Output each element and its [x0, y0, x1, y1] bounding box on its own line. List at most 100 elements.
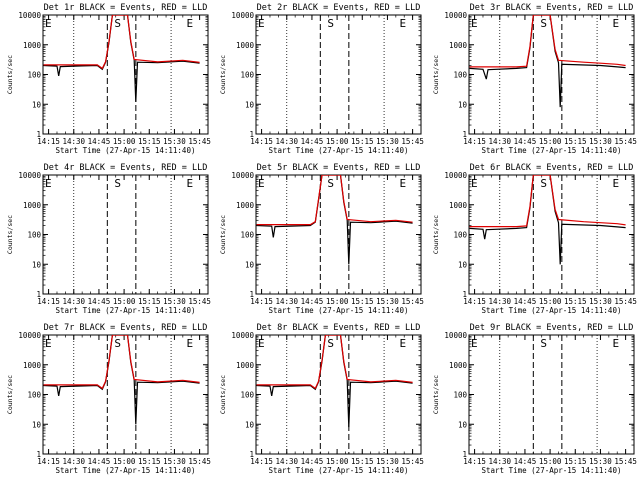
y-tick-label: 10	[32, 420, 42, 429]
y-axis-title: Counts/sec	[432, 375, 440, 414]
detector-panel: Det 2r BLACK = Events, RED = LLD 1 10 100 10…	[219, 3, 424, 155]
y-tick-label: 100	[240, 391, 254, 400]
y-tick-label: 10000	[18, 331, 41, 340]
x-axis-title: Start Time (27-Apr-15 14:11:40)	[269, 466, 409, 475]
y-tick-label: 10000	[18, 171, 41, 180]
x-tick-label: 15:00	[539, 137, 562, 146]
event-marker-label: E	[187, 337, 194, 350]
y-tick-label: 100	[453, 391, 467, 400]
x-tick-label: 15:30	[376, 297, 399, 306]
y-tick-label: 100	[453, 71, 467, 80]
x-tick-label: 15:30	[163, 137, 186, 146]
event-marker-label: E	[187, 17, 194, 30]
y-tick-label: 10000	[231, 171, 254, 180]
plot-frame	[42, 174, 209, 295]
y-tick-label: 10	[458, 100, 468, 109]
x-tick-label: 15:15	[138, 297, 161, 306]
panel-title: Det 6r BLACK = Events, RED = LLD	[470, 163, 634, 173]
event-marker-label: E	[471, 177, 478, 190]
x-tick-label: 15:45	[614, 457, 637, 466]
plot-frame	[468, 174, 635, 295]
data-series-line	[256, 335, 413, 428]
plot-frame	[255, 174, 422, 295]
x-tick-label: 14:30	[275, 137, 298, 146]
data-series-line	[43, 15, 200, 102]
panel-title: Det 1r BLACK = Events, RED = LLD	[44, 3, 208, 13]
x-tick-label: 14:45	[88, 137, 111, 146]
event-marker-label: S	[114, 17, 121, 30]
x-tick-label: 14:15	[463, 297, 486, 306]
x-tick-label: 14:45	[514, 137, 537, 146]
event-marker-label: E	[45, 337, 52, 350]
x-tick-label: 14:45	[514, 297, 537, 306]
event-marker-label: E	[400, 337, 407, 350]
y-tick-label: 1	[249, 450, 254, 459]
detector-panel: Det 6r BLACK = Events, RED = LLD 1 10 100 10…	[432, 163, 637, 315]
x-tick-label: 15:45	[401, 297, 424, 306]
y-tick-label: 1000	[449, 201, 468, 210]
y-tick-label: 1000	[236, 361, 255, 370]
plot-frame	[255, 14, 422, 135]
event-marker-label: S	[114, 337, 121, 350]
y-tick-label: 10	[458, 420, 468, 429]
detector-panel: Det 7r BLACK = Events, RED = LLD 1 10 100 10…	[6, 323, 211, 475]
x-axis-title: Start Time (27-Apr-15 14:11:40)	[56, 146, 196, 155]
x-tick-label: 14:30	[488, 137, 511, 146]
y-tick-label: 1000	[23, 201, 42, 210]
detector-panel: Det 1r BLACK = Events, RED = LLD 1 10 100 10…	[6, 3, 211, 155]
x-tick-label: 15:00	[113, 457, 136, 466]
x-tick-label: 14:45	[301, 457, 324, 466]
event-marker-label: S	[327, 177, 334, 190]
event-marker-label: E	[471, 17, 478, 30]
x-axis-title: Start Time (27-Apr-15 14:11:40)	[269, 306, 409, 315]
x-tick-label: 15:15	[351, 297, 374, 306]
plot-frame	[42, 334, 209, 455]
event-marker-label: E	[471, 337, 478, 350]
detector-panel: Det 4r BLACK = Events, RED = LLD 1 10 100 10…	[6, 163, 211, 315]
y-tick-label: 10	[32, 100, 42, 109]
event-marker-label: S	[114, 177, 121, 190]
x-tick-label: 15:00	[326, 297, 349, 306]
y-tick-label: 1000	[449, 361, 468, 370]
x-tick-label: 15:15	[564, 137, 587, 146]
y-axis-title: Counts/sec	[6, 375, 14, 414]
panel-title: Det 5r BLACK = Events, RED = LLD	[257, 163, 421, 173]
event-marker-label: E	[187, 177, 194, 190]
y-tick-label: 1000	[236, 201, 255, 210]
detector-panel: Det 3r BLACK = Events, RED = LLD 1 10 100 10…	[432, 3, 637, 155]
event-marker-label: E	[258, 337, 265, 350]
y-tick-label: 1	[36, 130, 41, 139]
x-tick-label: 15:30	[589, 457, 612, 466]
panel-title: Det 4r BLACK = Events, RED = LLD	[44, 163, 208, 173]
x-tick-label: 15:45	[401, 137, 424, 146]
y-axis-title: Counts/sec	[432, 55, 440, 94]
y-tick-label: 10000	[231, 11, 254, 20]
x-tick-label: 15:15	[351, 457, 374, 466]
y-tick-label: 1	[249, 130, 254, 139]
plot-frame	[468, 334, 635, 455]
y-axis-title: Counts/sec	[219, 215, 227, 254]
y-tick-label: 10	[458, 260, 468, 269]
x-tick-label: 15:00	[326, 137, 349, 146]
event-marker-label: E	[45, 177, 52, 190]
y-tick-label: 10000	[444, 331, 467, 340]
event-marker-label: E	[258, 177, 265, 190]
event-marker-label: E	[613, 337, 620, 350]
x-tick-label: 15:30	[589, 297, 612, 306]
x-tick-label: 14:30	[275, 297, 298, 306]
x-axis-title: Start Time (27-Apr-15 14:11:40)	[482, 466, 622, 475]
y-tick-label: 1000	[449, 41, 468, 50]
y-tick-label: 1	[462, 130, 467, 139]
x-tick-label: 14:15	[37, 297, 60, 306]
x-tick-label: 14:15	[250, 297, 273, 306]
x-tick-label: 14:30	[62, 457, 85, 466]
y-tick-label: 10000	[18, 11, 41, 20]
y-tick-label: 1	[462, 290, 467, 299]
y-axis-title: Counts/sec	[219, 55, 227, 94]
x-tick-label: 15:00	[113, 137, 136, 146]
x-tick-label: 14:45	[301, 137, 324, 146]
y-tick-label: 10	[245, 100, 255, 109]
panel-title: Det 2r BLACK = Events, RED = LLD	[257, 3, 421, 13]
x-tick-label: 14:45	[514, 457, 537, 466]
